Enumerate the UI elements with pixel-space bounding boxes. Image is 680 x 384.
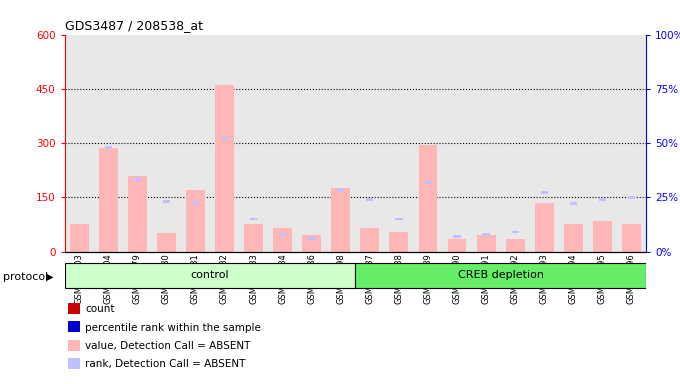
Bar: [593, 221, 612, 252]
Bar: [355, 263, 646, 288]
Bar: [570, 202, 577, 205]
Bar: [99, 149, 118, 252]
Text: count: count: [85, 304, 114, 314]
Bar: [454, 235, 460, 238]
Text: ▶: ▶: [46, 272, 53, 282]
Bar: [186, 190, 205, 252]
Bar: [360, 228, 379, 252]
Bar: [390, 232, 409, 252]
Bar: [308, 237, 316, 240]
Bar: [163, 200, 170, 203]
Text: CREB depletion: CREB depletion: [458, 270, 543, 280]
Bar: [244, 224, 263, 252]
Bar: [134, 179, 141, 181]
Bar: [447, 239, 466, 252]
Bar: [541, 192, 548, 194]
Bar: [477, 235, 496, 252]
Bar: [105, 146, 112, 149]
Text: percentile rank within the sample: percentile rank within the sample: [85, 323, 261, 333]
Bar: [506, 239, 525, 252]
Bar: [279, 233, 286, 236]
Bar: [511, 230, 519, 233]
Bar: [69, 224, 88, 252]
Bar: [331, 188, 350, 252]
Bar: [395, 217, 403, 220]
Bar: [424, 180, 432, 184]
Bar: [628, 196, 635, 199]
Text: GDS3487 / 208538_at: GDS3487 / 208538_at: [65, 19, 203, 32]
Bar: [65, 263, 355, 288]
Bar: [302, 235, 321, 252]
Bar: [192, 202, 199, 205]
Bar: [418, 145, 437, 252]
Bar: [221, 137, 228, 140]
Text: rank, Detection Call = ABSENT: rank, Detection Call = ABSENT: [85, 359, 245, 369]
Bar: [564, 224, 583, 252]
Bar: [534, 203, 554, 252]
Bar: [273, 228, 292, 252]
Bar: [599, 198, 606, 201]
Bar: [337, 189, 344, 192]
Bar: [215, 85, 234, 252]
Text: control: control: [190, 270, 229, 280]
Text: protocol: protocol: [3, 272, 49, 282]
Bar: [250, 217, 257, 220]
Bar: [367, 198, 373, 201]
Text: value, Detection Call = ABSENT: value, Detection Call = ABSENT: [85, 341, 250, 351]
Bar: [128, 175, 147, 252]
Bar: [622, 224, 641, 252]
Bar: [157, 233, 176, 252]
Bar: [483, 233, 490, 236]
